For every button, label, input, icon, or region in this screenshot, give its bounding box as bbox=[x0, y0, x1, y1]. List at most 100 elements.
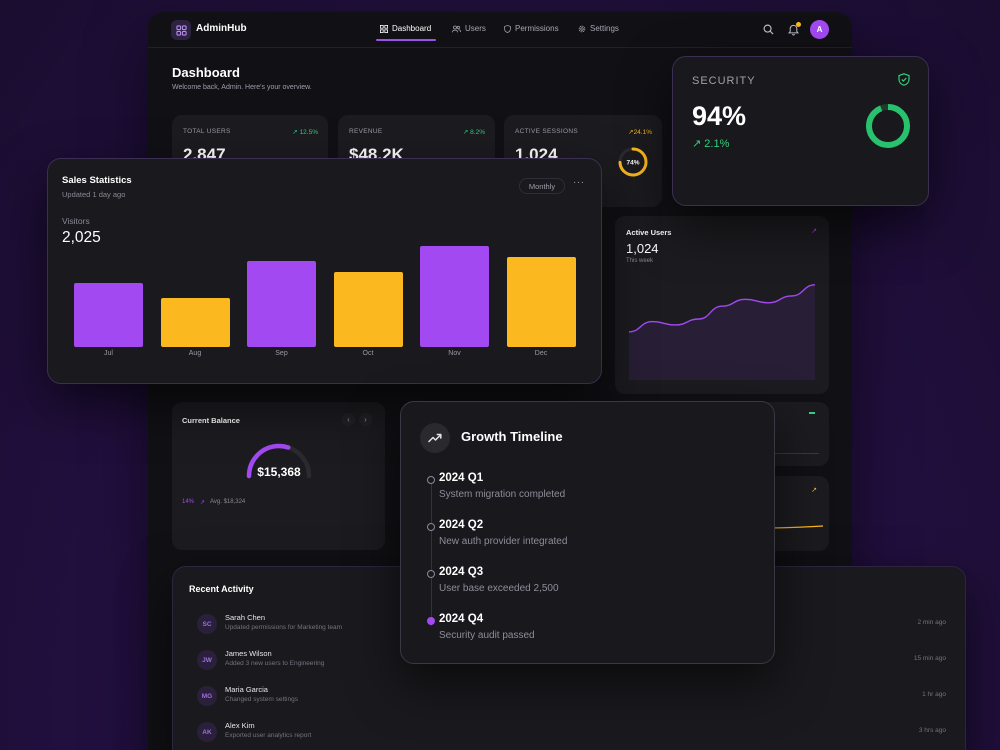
active-users-value: 1,024 bbox=[626, 241, 659, 256]
active-users-chart bbox=[628, 284, 816, 380]
timeline-line bbox=[431, 484, 432, 626]
balance-value: $15,368 bbox=[257, 465, 301, 479]
visitors-label: Visitors bbox=[62, 216, 90, 226]
current-balance-card: Current Balance ‹ › $15,368 14% ↗ Avg. $… bbox=[172, 402, 385, 550]
activity-avatar: MG bbox=[197, 686, 217, 706]
sales-title: Sales Statistics bbox=[62, 175, 132, 186]
timeline-quarter: 2024 Q3 bbox=[439, 566, 484, 578]
activity-name: Alex Kim bbox=[225, 721, 255, 730]
stat-label: TOTAL USERS bbox=[183, 128, 231, 135]
activity-avatar: JW bbox=[197, 650, 217, 670]
visitors-value: 2,025 bbox=[62, 229, 101, 246]
growth-timeline-card: Growth Timeline 2024 Q1 System migration… bbox=[400, 401, 775, 664]
stat-label: ACTIVE SESSIONS bbox=[515, 128, 579, 135]
trend-up-icon: ↗ bbox=[200, 500, 206, 506]
sales-bar-label: Aug bbox=[188, 350, 202, 357]
timeline-desc: User base exceeded 2,500 bbox=[439, 583, 559, 594]
activity-desc: Added 3 new users to Engineering bbox=[225, 660, 325, 667]
timeline-desc: System migration completed bbox=[439, 489, 566, 500]
notification-dot bbox=[796, 22, 801, 27]
timeline-dot-active bbox=[427, 617, 435, 625]
activity-time: 3 hrs ago bbox=[918, 727, 946, 734]
balance-percent: 14% bbox=[182, 499, 195, 505]
top-navbar: AdminHub Dashboard Users Permissions Set… bbox=[148, 12, 852, 48]
timeline-dot bbox=[427, 523, 435, 531]
bell-icon bbox=[788, 24, 799, 36]
sales-bar-sep[interactable] bbox=[247, 261, 316, 347]
prev-button[interactable]: ‹ bbox=[342, 413, 355, 426]
activity-time: 15 min ago bbox=[913, 655, 946, 662]
sales-bar-aug[interactable] bbox=[160, 298, 230, 347]
active-users-title: Active Users bbox=[626, 228, 672, 237]
nav-dashboard[interactable]: Dashboard bbox=[380, 24, 431, 33]
stat-label: REVENUE bbox=[349, 128, 383, 135]
active-users-card: Active Users ↗ 1,024 This week bbox=[615, 216, 829, 394]
user-avatar[interactable]: A bbox=[810, 20, 829, 39]
security-value: 94% bbox=[692, 101, 747, 131]
trending-up-icon bbox=[420, 423, 450, 453]
active-users-line bbox=[628, 284, 816, 333]
sales-bar-label: Dec bbox=[534, 350, 548, 357]
sales-bar-label: Oct bbox=[362, 350, 374, 357]
nav-label: Dashboard bbox=[392, 24, 432, 33]
sales-bar-label: Jul bbox=[104, 350, 113, 357]
notification-bell[interactable] bbox=[788, 22, 801, 36]
activity-title: Recent Activity bbox=[189, 584, 254, 594]
timeline-dot bbox=[427, 476, 435, 484]
timeline-desc: New auth provider integrated bbox=[439, 536, 568, 547]
security-donut bbox=[866, 104, 910, 148]
sales-bar-oct[interactable] bbox=[333, 272, 403, 347]
trend-up-icon: ↗ bbox=[811, 487, 817, 494]
timeline-quarter: 2024 Q4 bbox=[439, 613, 484, 625]
activity-avatar: AK bbox=[197, 722, 217, 742]
activity-desc: Exported user analytics report bbox=[225, 732, 312, 739]
active-users-period: This week bbox=[626, 258, 654, 264]
sales-bar-label: Nov bbox=[448, 350, 461, 357]
logo-icon[interactable] bbox=[171, 20, 191, 40]
activity-item[interactable]: SC Sarah Chen Updated permissions for Ma… bbox=[173, 607, 967, 641]
trend-indicator bbox=[809, 412, 815, 414]
trend-up-icon: ↗ bbox=[811, 228, 817, 235]
active-users-area bbox=[629, 284, 815, 380]
nav-label: Settings bbox=[590, 24, 619, 33]
timeline-desc: Security audit passed bbox=[439, 630, 535, 641]
stat-change-value: 24.1% bbox=[633, 129, 652, 136]
sales-bar-nov[interactable] bbox=[420, 245, 489, 347]
activity-name: Maria Garcia bbox=[225, 685, 268, 694]
nav-permissions[interactable]: Permissions bbox=[504, 24, 559, 33]
nav-label: Permissions bbox=[515, 24, 559, 33]
nav-users[interactable]: Users bbox=[452, 24, 486, 33]
activity-item[interactable]: MG Maria Garcia Changed system settings … bbox=[173, 679, 967, 713]
more-options-icon[interactable]: ··· bbox=[573, 177, 585, 188]
activity-item[interactable]: JW James Wilson Added 3 new users to Eng… bbox=[173, 643, 967, 677]
sales-bar-dec[interactable] bbox=[506, 256, 576, 347]
sales-bar-jul[interactable] bbox=[74, 283, 143, 347]
security-card: SECURITY 94% ↗ 2.1% bbox=[672, 56, 929, 206]
timeline-title: Growth Timeline bbox=[461, 429, 563, 444]
sales-bar-label: Sep bbox=[275, 350, 288, 357]
page-title: Dashboard bbox=[172, 65, 240, 80]
activity-time: 1 hr ago bbox=[922, 691, 946, 698]
balance-gauge bbox=[246, 443, 312, 479]
sessions-progress-ring: 74% bbox=[618, 147, 648, 177]
gear-icon bbox=[578, 25, 586, 32]
sales-statistics-card: Sales Statistics Updated 1 day ago Month… bbox=[47, 158, 602, 384]
security-change: ↗ 2.1% bbox=[692, 138, 730, 150]
search-icon[interactable] bbox=[763, 24, 774, 35]
stat-change-value: 12.5% bbox=[299, 129, 318, 136]
activity-item[interactable]: AK Alex Kim Exported user analytics repo… bbox=[173, 715, 967, 749]
activity-name: Sarah Chen bbox=[225, 613, 266, 622]
users-icon bbox=[452, 25, 461, 32]
page-subtitle: Welcome back, Admin. Here's your overvie… bbox=[172, 84, 312, 91]
timeline-dot bbox=[427, 570, 435, 578]
stat-change: ↗24.1% bbox=[628, 129, 652, 136]
sales-updated: Updated 1 day ago bbox=[62, 190, 126, 199]
nav-settings[interactable]: Settings bbox=[578, 24, 619, 33]
next-button[interactable]: › bbox=[359, 413, 372, 426]
period-dropdown[interactable]: Monthly bbox=[519, 178, 565, 194]
nav-label: Users bbox=[465, 24, 486, 33]
activity-time: 2 min ago bbox=[917, 619, 946, 626]
security-title: SECURITY bbox=[692, 75, 756, 87]
timeline-quarter: 2024 Q1 bbox=[439, 472, 484, 484]
stat-change-value: 8.2% bbox=[470, 129, 485, 136]
